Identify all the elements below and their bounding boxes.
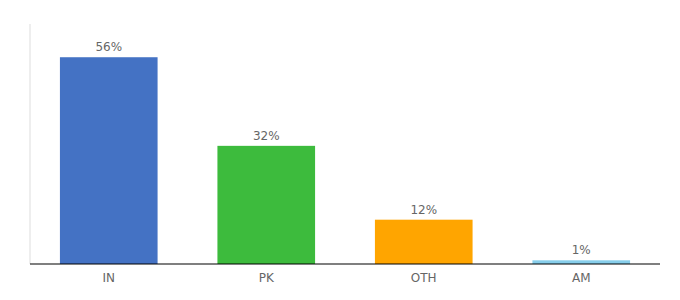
x-tick-label: OTH: [411, 271, 437, 285]
bar: [60, 57, 158, 264]
x-tick-label: AM: [572, 271, 591, 285]
data-label: 32%: [253, 129, 280, 143]
x-tick-label: IN: [102, 271, 115, 285]
bar: [217, 146, 315, 264]
data-label: 12%: [410, 203, 437, 217]
bar: [375, 220, 473, 264]
chart-svg: 56% 32% 12% 1% IN PK OTH AM: [0, 0, 680, 300]
x-tick-label: PK: [259, 271, 275, 285]
bars: [60, 57, 630, 264]
y-axis-line: [30, 24, 31, 264]
x-axis-line: [30, 263, 660, 264]
chart-container: 56% 32% 12% 1% IN PK OTH AM: [0, 0, 680, 300]
data-label: 56%: [95, 40, 122, 54]
data-label: 1%: [572, 243, 591, 257]
